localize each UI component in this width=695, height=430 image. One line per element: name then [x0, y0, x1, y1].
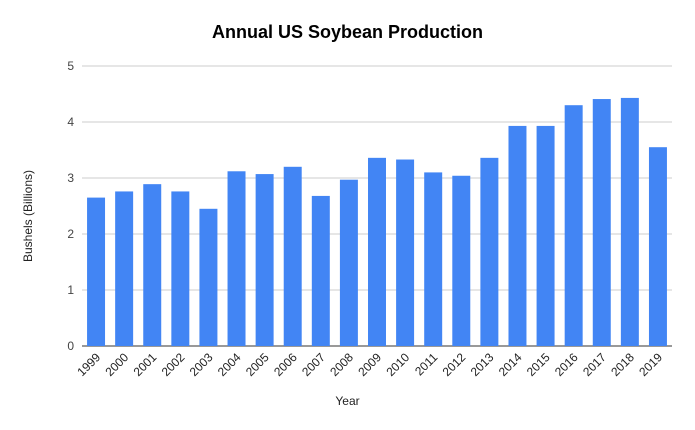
x-tick-label: 2007	[299, 350, 328, 379]
bar-2017	[592, 99, 611, 346]
bar-2004	[227, 171, 246, 346]
y-tick-labels: 0 1 2 3 4 5	[67, 59, 74, 353]
y-tick-label: 3	[67, 171, 74, 185]
bar-2005	[255, 174, 274, 346]
x-tick-label: 2016	[552, 350, 581, 379]
x-tick-label: 2011	[412, 350, 440, 378]
y-tick-label: 1	[67, 283, 74, 297]
bar-2001	[143, 184, 162, 346]
bar-2003	[199, 208, 218, 346]
x-tick-label: 2010	[383, 350, 412, 379]
y-tick-label: 4	[67, 115, 74, 129]
bar-2010	[396, 159, 415, 346]
y-tick-label: 5	[67, 59, 74, 73]
y-axis-label: Bushels (Billions)	[21, 169, 35, 263]
x-tick-label: 2019	[636, 350, 665, 379]
x-tick-label: 2001	[131, 350, 160, 379]
bar-2007	[311, 195, 330, 346]
bar-2012	[452, 175, 471, 346]
bars	[87, 97, 667, 346]
bar-2000	[115, 191, 134, 346]
bar-2002	[171, 191, 190, 346]
x-tick-label: 2000	[102, 350, 131, 379]
bar-2009	[368, 157, 386, 346]
x-tick-label: 2014	[496, 350, 525, 379]
x-tick-label: 2002	[159, 350, 188, 379]
x-tick-labels: 1999 2000 2001 2002 2003 2004 2005 2006 2007 2008…	[74, 350, 665, 379]
bar-2014	[508, 125, 527, 346]
x-tick-label: 1999	[74, 350, 103, 379]
x-tick-label: 2006	[271, 350, 300, 379]
bar-2006	[283, 166, 302, 346]
x-tick-label: 2004	[215, 350, 244, 379]
bar-1999	[87, 197, 106, 346]
bar-2013	[480, 157, 499, 346]
x-tick-label: 2012	[440, 350, 469, 379]
x-tick-label: 2015	[524, 350, 553, 379]
y-tick-label: 2	[67, 227, 74, 241]
bar-2019	[648, 147, 667, 346]
x-tick-label: 2008	[327, 350, 356, 379]
x-tick-label: 2005	[243, 350, 272, 379]
bar-2016	[564, 105, 583, 346]
bar-2011	[424, 172, 443, 346]
x-axis-label: Year	[335, 394, 360, 408]
x-tick-label: 2013	[468, 350, 497, 379]
y-tick-label: 0	[67, 339, 74, 353]
x-tick-label: 2018	[608, 350, 637, 379]
x-tick-label: 2009	[355, 350, 384, 379]
bar-2008	[339, 179, 358, 346]
bar-2015	[536, 125, 555, 346]
chart-title: Annual US Soybean Production	[211, 22, 484, 42]
bar-2018	[620, 97, 639, 346]
x-tick-label: 2017	[580, 350, 609, 379]
x-tick-label: 2003	[187, 350, 216, 379]
